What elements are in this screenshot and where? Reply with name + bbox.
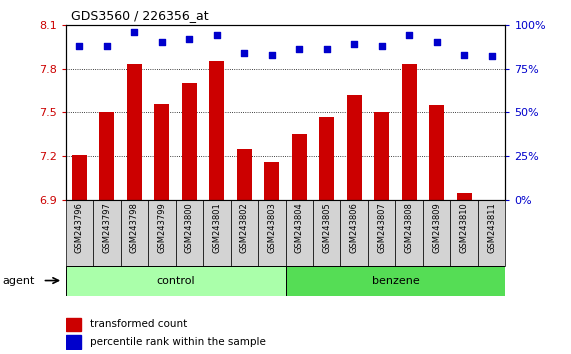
Bar bbox=[66, 200, 93, 266]
Point bbox=[349, 41, 359, 47]
Bar bbox=[203, 200, 231, 266]
Bar bbox=[423, 200, 451, 266]
Point bbox=[130, 29, 139, 35]
Bar bbox=[66, 318, 81, 331]
Bar bbox=[93, 200, 120, 266]
Text: GSM243796: GSM243796 bbox=[75, 202, 84, 253]
Bar bbox=[66, 266, 286, 296]
Text: GSM243802: GSM243802 bbox=[240, 202, 249, 253]
Text: GDS3560 / 226356_at: GDS3560 / 226356_at bbox=[71, 9, 209, 22]
Text: agent: agent bbox=[3, 275, 35, 286]
Bar bbox=[99, 113, 114, 200]
Point bbox=[267, 52, 276, 57]
Text: transformed count: transformed count bbox=[90, 319, 187, 329]
Text: GSM243800: GSM243800 bbox=[185, 202, 194, 253]
Point bbox=[377, 43, 386, 48]
Point bbox=[75, 43, 84, 48]
Text: control: control bbox=[156, 275, 195, 286]
Bar bbox=[451, 200, 478, 266]
Text: GSM243801: GSM243801 bbox=[212, 202, 222, 253]
Bar bbox=[264, 162, 279, 200]
Point bbox=[295, 46, 304, 52]
Bar bbox=[237, 149, 252, 200]
Bar bbox=[286, 200, 313, 266]
Bar bbox=[292, 134, 307, 200]
Point bbox=[240, 50, 249, 56]
Text: GSM243806: GSM243806 bbox=[349, 202, 359, 253]
Bar bbox=[340, 200, 368, 266]
Bar bbox=[258, 200, 286, 266]
Text: GSM243807: GSM243807 bbox=[377, 202, 386, 253]
Bar bbox=[368, 200, 395, 266]
Bar bbox=[347, 95, 362, 200]
Point bbox=[405, 33, 414, 38]
Bar bbox=[319, 117, 334, 200]
Text: GSM243809: GSM243809 bbox=[432, 202, 441, 253]
Bar bbox=[313, 200, 340, 266]
Bar bbox=[154, 104, 170, 200]
Bar bbox=[374, 113, 389, 200]
Point bbox=[157, 40, 166, 45]
Bar bbox=[176, 200, 203, 266]
Bar bbox=[127, 64, 142, 200]
Text: GSM243805: GSM243805 bbox=[322, 202, 331, 253]
Text: GSM243811: GSM243811 bbox=[487, 202, 496, 253]
Text: benzene: benzene bbox=[372, 275, 419, 286]
Bar bbox=[395, 200, 423, 266]
Point bbox=[102, 43, 111, 48]
Text: GSM243803: GSM243803 bbox=[267, 202, 276, 253]
Bar bbox=[120, 200, 148, 266]
Bar bbox=[478, 200, 505, 266]
Text: GSM243799: GSM243799 bbox=[158, 202, 166, 253]
Text: GSM243804: GSM243804 bbox=[295, 202, 304, 253]
Bar bbox=[457, 193, 472, 200]
Text: GSM243808: GSM243808 bbox=[405, 202, 413, 253]
Bar bbox=[148, 200, 176, 266]
Bar bbox=[231, 200, 258, 266]
Bar bbox=[429, 105, 444, 200]
Text: percentile rank within the sample: percentile rank within the sample bbox=[90, 337, 266, 347]
Point bbox=[432, 40, 441, 45]
Point bbox=[487, 53, 496, 59]
Bar bbox=[72, 155, 87, 200]
Text: GSM243810: GSM243810 bbox=[460, 202, 469, 253]
Text: GSM243798: GSM243798 bbox=[130, 202, 139, 253]
Bar bbox=[209, 61, 224, 200]
Point bbox=[185, 36, 194, 42]
Point bbox=[212, 33, 222, 38]
Bar bbox=[66, 335, 81, 349]
Point bbox=[322, 46, 331, 52]
Point bbox=[460, 52, 469, 57]
Text: GSM243797: GSM243797 bbox=[102, 202, 111, 253]
Bar bbox=[286, 266, 505, 296]
Bar bbox=[182, 83, 197, 200]
Bar bbox=[401, 64, 417, 200]
